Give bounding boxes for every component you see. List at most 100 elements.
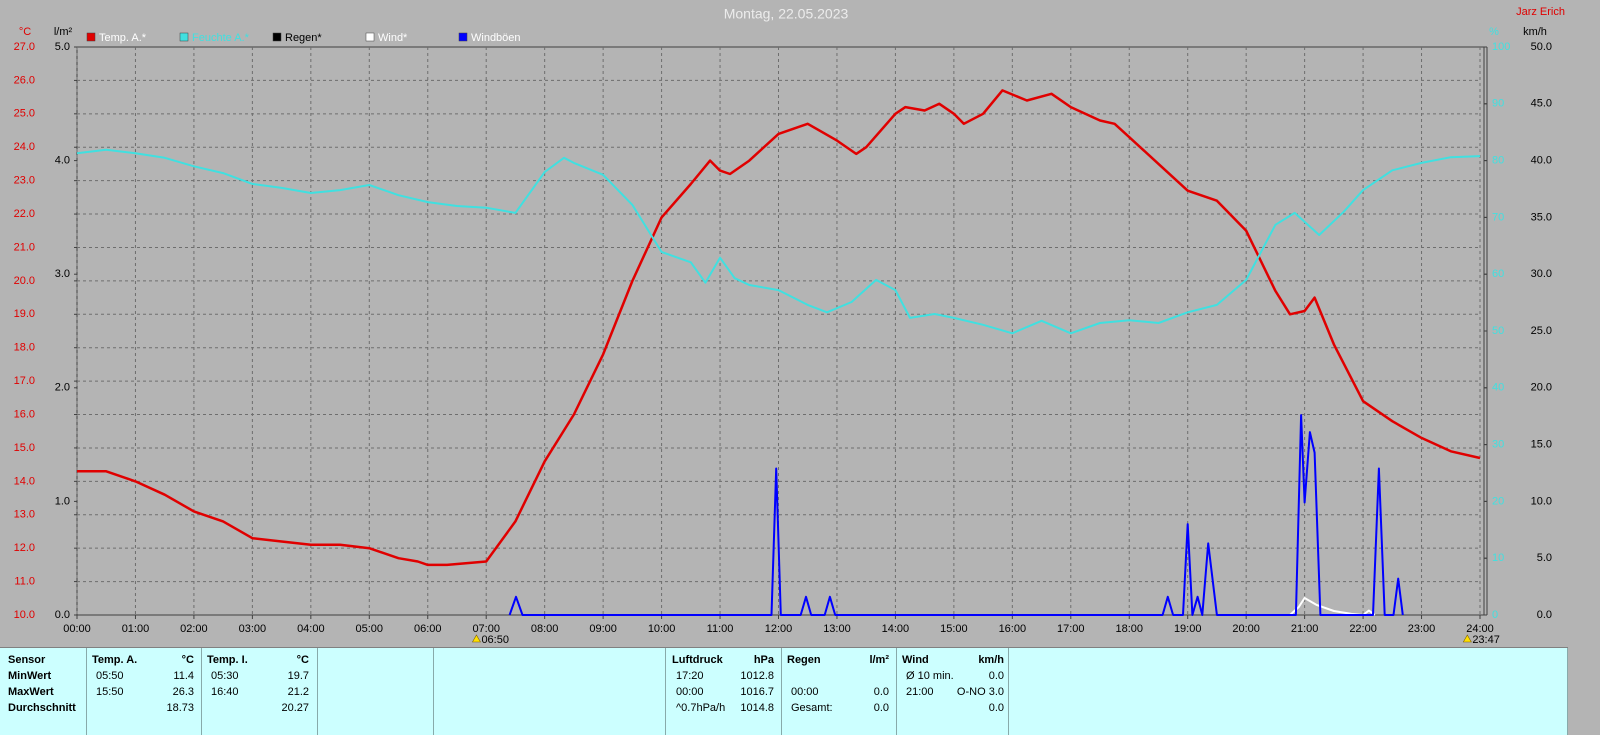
x-tick-label: 05:00 — [356, 623, 384, 635]
stat-time: 17:20 — [676, 670, 704, 682]
y-tick-label: 13.0 — [14, 509, 35, 521]
y-tick-label: 5.0 — [55, 41, 70, 53]
legend-swatch — [365, 32, 375, 42]
x-tick-label: 22:00 — [1349, 623, 1377, 635]
stat-value: O-NO 3.0 — [956, 686, 1004, 698]
stat-value: 0.0 — [873, 686, 889, 698]
y-tick-label: 40 — [1492, 382, 1504, 394]
x-tick-label: 20:00 — [1232, 623, 1260, 635]
y-tick-label: 15.0 — [14, 442, 35, 454]
y-tick-label: 50 — [1492, 325, 1504, 337]
divider — [86, 648, 87, 735]
y-tick-label: 23.0 — [14, 175, 35, 187]
x-tick-label: 06:00 — [414, 623, 442, 635]
x-tick-label: 14:00 — [882, 623, 910, 635]
divider — [1008, 648, 1009, 735]
group-unit: l/m² — [869, 654, 889, 666]
stat-value: 1014.8 — [740, 702, 774, 714]
divider — [781, 648, 782, 735]
legend-label: Regen* — [285, 32, 322, 44]
x-tick-label: 00:00 — [63, 623, 91, 635]
y-tick-label: 19.0 — [14, 308, 35, 320]
y-tick-label: 30.0 — [1531, 268, 1552, 280]
x-tick-label: 11:00 — [707, 623, 734, 635]
axis-unit: % — [1489, 26, 1499, 38]
y-tick-label: 24.0 — [14, 141, 35, 153]
stat-time: 00:00 — [676, 686, 704, 698]
stats-panel: Sensor MinWert MaxWert Durchschnitt Temp. A.… — [0, 647, 1568, 735]
series-line — [508, 414, 1404, 616]
stat-time: 15:50 — [96, 686, 124, 698]
x-tick-label: 23:00 — [1408, 623, 1436, 635]
y-tick-label: 10 — [1492, 552, 1504, 564]
legend-label: Wind* — [378, 32, 408, 44]
stat-time: 00:00 — [791, 686, 819, 698]
y-tick-label: 26.0 — [14, 74, 35, 86]
y-tick-label: 14.0 — [14, 475, 35, 487]
legend-swatch — [458, 32, 468, 42]
stat-value: 19.7 — [287, 670, 309, 682]
group-unit: km/h — [978, 654, 1004, 666]
stat-time: Ø 10 min. — [906, 670, 954, 682]
y-tick-label: 50.0 — [1531, 41, 1552, 53]
divider — [896, 648, 897, 735]
y-tick-label: 22.0 — [14, 208, 35, 220]
stat-value: 26.3 — [172, 686, 194, 698]
x-tick-label: 12:00 — [765, 623, 793, 635]
group-name: Temp. I. — [207, 654, 248, 666]
stat-value: 0.0 — [988, 670, 1004, 682]
legend-label: Feuchte A.* — [192, 32, 250, 44]
author: Jarz Erich — [1516, 6, 1565, 18]
sun-marker — [471, 634, 481, 643]
x-tick-label: 21:00 — [1291, 623, 1319, 635]
axis-unit: °C — [19, 26, 31, 38]
x-tick-label: 16:00 — [999, 623, 1027, 635]
y-tick-label: 20.0 — [14, 275, 35, 287]
divider — [665, 648, 666, 735]
y-tick-label: 10.0 — [14, 609, 35, 621]
divider — [317, 648, 318, 735]
x-tick-label: 01:00 — [122, 623, 150, 635]
x-tick-label: 04:00 — [297, 623, 325, 635]
stat-value: 0.0 — [873, 702, 889, 714]
stat-value: 1012.8 — [740, 670, 774, 682]
row-label: Sensor — [8, 654, 46, 666]
y-tick-label: 10.0 — [1531, 495, 1552, 507]
divider — [201, 648, 202, 735]
y-tick-label: 0.0 — [1537, 609, 1552, 621]
x-tick-label: 10:00 — [648, 623, 676, 635]
group-unit: hPa — [753, 654, 774, 666]
chart-title: Montag, 22.05.2023 — [724, 6, 849, 22]
group-name: Wind — [902, 654, 929, 666]
stat-value: 18.73 — [166, 702, 194, 714]
y-tick-label: 1.0 — [55, 495, 70, 507]
y-tick-label: 60 — [1492, 268, 1504, 280]
row-label: MaxWert — [8, 686, 54, 698]
stat-value: 0.0 — [988, 702, 1004, 714]
y-tick-label: 25.0 — [14, 108, 35, 120]
row-label: MinWert — [8, 670, 52, 682]
stat-time: ^0.7hPa/h — [676, 702, 726, 714]
series-line — [1289, 597, 1376, 616]
plot-frame — [76, 46, 1485, 616]
x-tick-label: 02:00 — [180, 623, 208, 635]
y-tick-label: 20 — [1492, 495, 1504, 507]
group-name: Luftdruck — [672, 654, 723, 666]
y-tick-label: 25.0 — [1531, 325, 1552, 337]
divider — [433, 648, 434, 735]
group-unit: °C — [296, 654, 309, 666]
legend-label: Temp. A.* — [99, 32, 147, 44]
chart: Montag, 22.05.2023 Jarz Erich 00:00 01:00… — [14, 6, 1565, 646]
y-tick-label: 100 — [1492, 41, 1510, 53]
y-tick-label: 2.0 — [55, 382, 70, 394]
sun-label: 23:47 — [1472, 634, 1500, 646]
stat-time: 21:00 — [906, 686, 934, 698]
y-tick-label: 17.0 — [14, 375, 35, 387]
stat-value: 20.27 — [281, 702, 309, 714]
x-tick-label: 15:00 — [940, 623, 968, 635]
legend-swatch — [179, 32, 189, 42]
legend-label: Windböen — [471, 32, 521, 44]
group-name: Regen — [787, 654, 821, 666]
x-tick-label: 13:00 — [823, 623, 851, 635]
y-tick-label: 3.0 — [55, 268, 70, 280]
